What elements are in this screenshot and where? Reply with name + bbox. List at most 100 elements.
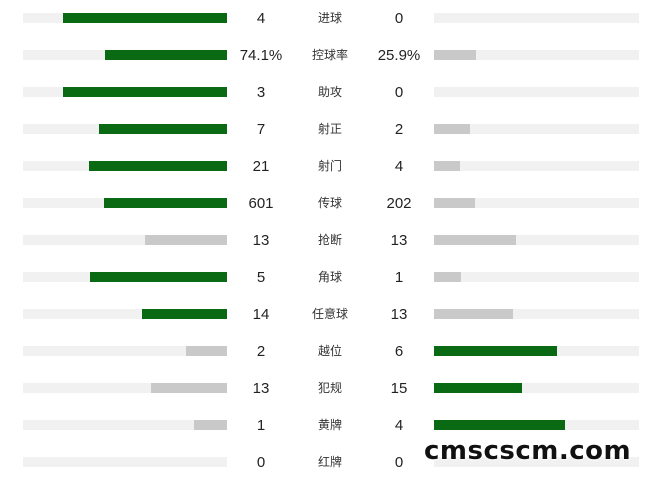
away-bar [434, 235, 516, 245]
home-bar [194, 420, 227, 430]
stat-label: 控球率 [311, 48, 348, 62]
home-value: 3 [256, 84, 266, 101]
away-bar-track [434, 198, 639, 208]
stat-row: 74.1% 控球率 25.9% [0, 37, 660, 74]
home-value: 5 [256, 269, 266, 286]
home-bar-track [23, 420, 227, 430]
home-bar-track [23, 346, 227, 356]
away-value: 15 [390, 380, 408, 397]
away-bar [434, 198, 475, 208]
home-value: 14 [252, 306, 270, 323]
away-bar [434, 272, 461, 282]
home-value: 2 [256, 343, 266, 360]
stat-label: 进球 [317, 11, 342, 25]
away-bar-track [434, 50, 639, 60]
stat-label: 射正 [317, 122, 342, 136]
away-bar [434, 309, 513, 319]
home-bar-track [23, 87, 227, 97]
away-bar-track [434, 272, 639, 282]
away-value: 13 [390, 232, 408, 249]
stat-label: 抢断 [317, 233, 342, 247]
away-bar-track [434, 161, 639, 171]
away-value: 13 [390, 306, 408, 323]
home-bar [89, 161, 227, 171]
stat-label: 任意球 [311, 307, 348, 321]
away-value: 6 [394, 343, 404, 360]
away-bar-track [434, 87, 639, 97]
home-value: 13 [252, 232, 270, 249]
away-bar-track [434, 383, 639, 393]
away-bar [434, 420, 565, 430]
home-bar [63, 87, 227, 97]
stat-row: 21 射门 4 [0, 148, 660, 185]
away-value: 4 [394, 158, 404, 175]
away-value: 25.9% [377, 47, 421, 64]
home-bar-track [23, 272, 227, 282]
home-bar [142, 309, 227, 319]
home-bar-track [23, 161, 227, 171]
home-value: 1 [256, 417, 266, 434]
away-bar-track [434, 124, 639, 134]
stat-row: 13 抢断 13 [0, 222, 660, 259]
away-bar [434, 161, 460, 171]
home-value: 74.1% [239, 47, 283, 64]
home-bar-track [23, 457, 227, 467]
home-value: 13 [252, 380, 270, 397]
stat-row: 13 犯规 15 [0, 370, 660, 407]
away-value: 1 [394, 269, 404, 286]
stat-row: 0 红牌 0 [0, 444, 660, 481]
home-bar [145, 235, 227, 245]
away-bar-track [434, 420, 639, 430]
away-bar-track [434, 309, 639, 319]
away-bar-track [434, 346, 639, 356]
away-value: 2 [394, 121, 404, 138]
home-bar [151, 383, 227, 393]
stat-row: 1 黄牌 4 [0, 407, 660, 444]
away-bar-track [434, 457, 639, 467]
away-value: 0 [394, 454, 404, 471]
stat-label: 角球 [317, 270, 342, 284]
stat-row: 2 越位 6 [0, 333, 660, 370]
away-value: 0 [394, 10, 404, 27]
home-bar-track [23, 383, 227, 393]
home-bar [90, 272, 227, 282]
home-bar-track [23, 13, 227, 23]
home-bar-track [23, 309, 227, 319]
home-value: 7 [256, 121, 266, 138]
away-bar [434, 124, 470, 134]
stat-row: 7 射正 2 [0, 111, 660, 148]
away-bar [434, 383, 522, 393]
home-bar [99, 124, 227, 134]
stat-row: 14 任意球 13 [0, 296, 660, 333]
away-value: 0 [394, 84, 404, 101]
home-value: 21 [252, 158, 270, 175]
home-value: 601 [248, 195, 274, 212]
stat-label: 红牌 [317, 455, 342, 469]
home-bar [63, 13, 227, 23]
stat-label: 射门 [317, 159, 342, 173]
home-bar [104, 198, 227, 208]
stat-row: 4 进球 0 [0, 0, 660, 37]
away-value: 4 [394, 417, 404, 434]
stat-label: 传球 [317, 196, 342, 210]
home-value: 0 [256, 454, 266, 471]
home-bar-track [23, 50, 227, 60]
stat-label: 黄牌 [317, 418, 342, 432]
stat-label: 越位 [317, 344, 342, 358]
watermark-logo: cmscscm.com [424, 436, 632, 466]
stat-row: 601 传球 202 [0, 185, 660, 222]
stat-row: 5 角球 1 [0, 259, 660, 296]
home-bar-track [23, 124, 227, 134]
home-bar [186, 346, 227, 356]
away-bar-track [434, 235, 639, 245]
home-bar-track [23, 235, 227, 245]
stat-label: 助攻 [317, 85, 342, 99]
home-value: 4 [256, 10, 266, 27]
away-bar-track [434, 13, 639, 23]
stat-label: 犯规 [317, 381, 342, 395]
away-bar [434, 346, 557, 356]
away-bar [434, 50, 476, 60]
away-value: 202 [386, 195, 412, 212]
home-bar-track [23, 198, 227, 208]
